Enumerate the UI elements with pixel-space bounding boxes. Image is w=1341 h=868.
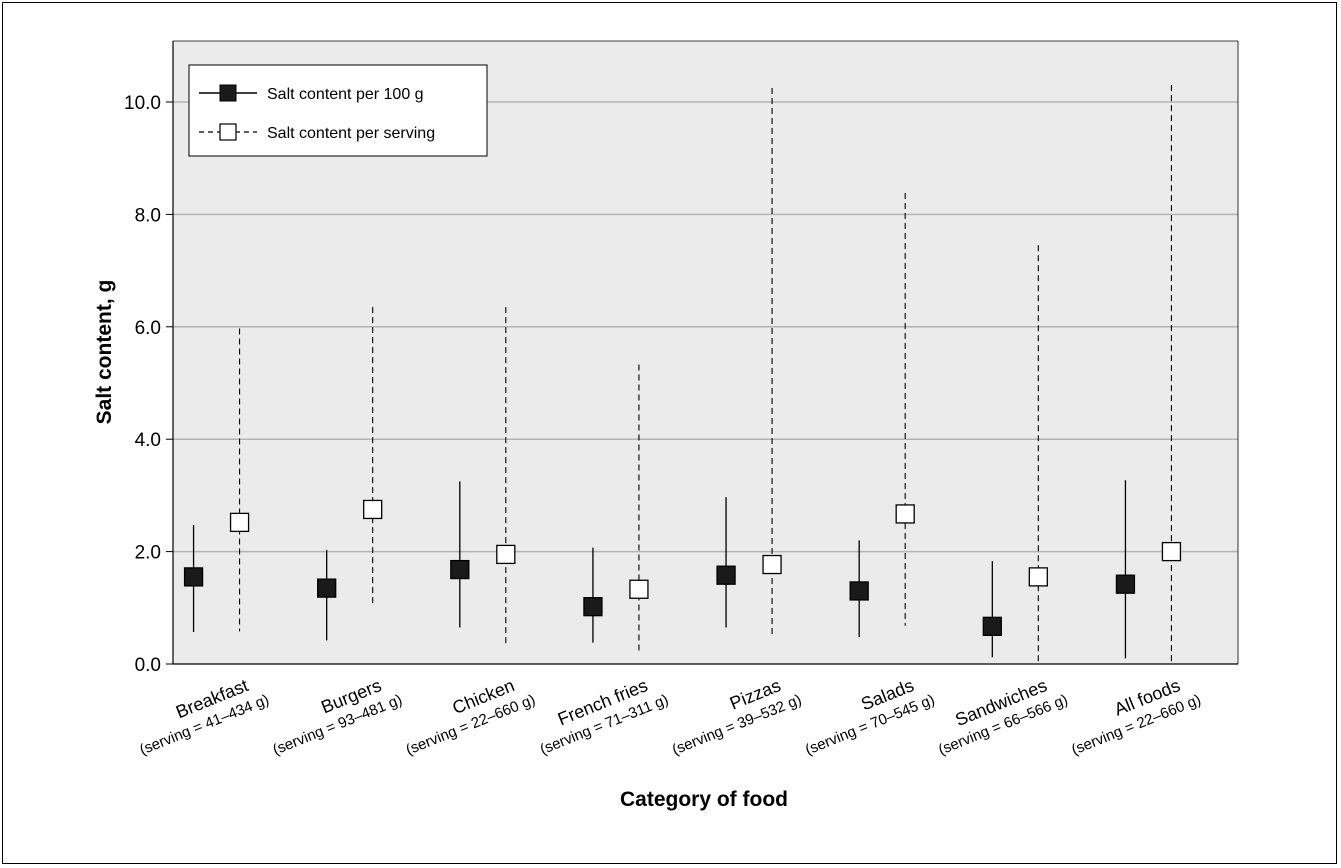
x-tick-label-group: Sandwiches(serving = 66–566 g)	[936, 675, 1070, 759]
x-tick-label-group: Pizzas(serving = 39–532 g)	[670, 675, 804, 759]
x-tick-label-group: French fries(serving = 71–311 g)	[538, 675, 671, 758]
legend-label-per-serving: Salt content per serving	[267, 125, 435, 142]
y-tick-label: 4.0	[135, 430, 161, 451]
x-tick-label-group: Burgers(serving = 93–481 g)	[270, 675, 404, 759]
x-tick-label-group: Breakfast(serving = 41–434 g)	[137, 675, 271, 759]
point-marker-per-serving	[229, 512, 250, 533]
legend-marker-per-100g	[219, 84, 237, 102]
point-marker-per-100g	[450, 559, 470, 580]
y-tick-label: 2.0	[135, 543, 161, 564]
x-tick-labels: Breakfast(serving = 41–434 g) Burgers(ser…	[137, 675, 1203, 759]
y-tick-label: 6.0	[135, 318, 161, 339]
y-axis-title: Salt content, g	[93, 280, 116, 425]
axes	[172, 40, 1239, 665]
x-tick-label-group: Chicken(serving = 22–660 g)	[403, 675, 537, 759]
point-marker-per-serving	[496, 544, 516, 565]
x-axis-title: Category of food	[620, 788, 788, 811]
point-marker-per-serving	[629, 579, 649, 599]
y-tick-label: 10.0	[124, 93, 161, 114]
y-tick-label: 0.0	[135, 655, 161, 676]
point-marker-per-100g	[317, 578, 337, 598]
point-marker-per-serving	[1161, 541, 1182, 562]
legend-label-per-100g: Salt content per 100 g	[267, 86, 424, 103]
point-marker-per-100g	[849, 581, 869, 601]
point-marker-per-serving	[762, 554, 782, 575]
legend-box	[188, 64, 488, 157]
point-marker-per-100g	[183, 567, 204, 587]
point-marker-per-100g	[583, 597, 603, 617]
point-marker-per-serving	[1028, 567, 1048, 587]
y-tick-labels: 0.0 2.0 4.0 6.0 8.0 10.0	[124, 93, 161, 676]
point-marker-per-serving	[895, 504, 915, 524]
y-tick-label: 8.0	[135, 205, 161, 226]
point-marker-per-100g	[1115, 574, 1136, 594]
x-tick-label-group: Salads(serving = 70–545 g)	[803, 675, 937, 759]
legend: Salt content per 100 g Salt content per …	[188, 64, 488, 157]
point-marker-per-100g	[716, 565, 736, 585]
data-marks	[183, 85, 1182, 663]
x-tick-label-group: All foods(serving = 22–660 g)	[1069, 675, 1203, 759]
point-marker-per-100g	[982, 616, 1002, 636]
legend-marker-per-serving	[219, 123, 237, 141]
point-marker-per-serving	[363, 499, 383, 520]
